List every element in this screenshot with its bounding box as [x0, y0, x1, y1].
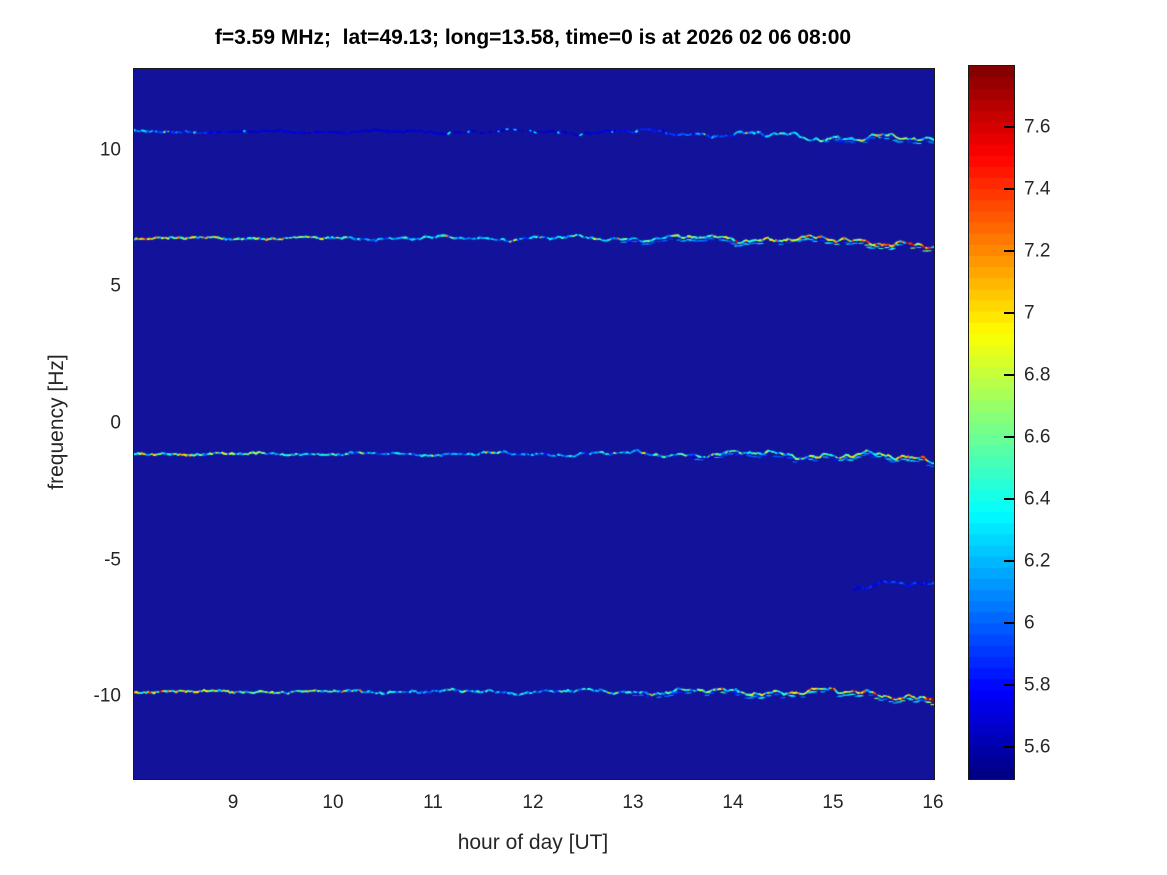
x-tick-label: 13 — [622, 792, 644, 813]
y-tick-label: -10 — [93, 685, 121, 707]
colorbar-tick-mark — [1004, 374, 1014, 376]
plot-area — [133, 68, 935, 780]
x-axis-label: hour of day [UT] — [457, 831, 609, 854]
colorbar-tick-mark — [1004, 684, 1014, 686]
colorbar-tick-mark — [1004, 312, 1014, 314]
x-tick-label: 9 — [227, 792, 239, 813]
colorbar-tick-mark — [1004, 560, 1014, 562]
colorbar-tick-mark — [1004, 188, 1014, 190]
x-tick-label: 15 — [822, 792, 844, 813]
colorbar-tick-label: 5.6 — [1024, 736, 1051, 758]
x-tick-label: 10 — [322, 792, 344, 813]
colorbar-tick-label: 7.2 — [1024, 240, 1051, 262]
colorbar-tick-label: 7 — [1024, 302, 1035, 324]
colorbar-tick-label: 6.2 — [1024, 550, 1051, 572]
colorbar-tick-mark — [1004, 126, 1014, 128]
colorbar-tick-label: 7.4 — [1024, 178, 1051, 200]
colorbar-tick-mark — [1004, 498, 1014, 500]
y-tick-label: 10 — [99, 139, 121, 161]
colorbar-tick-mark — [1004, 746, 1014, 748]
colorbar-tick-mark — [1004, 436, 1014, 438]
x-tick-label: 12 — [522, 792, 544, 813]
colorbar-tick-mark — [1004, 250, 1014, 252]
colorbar-tick-label: 7.6 — [1024, 116, 1051, 138]
y-tick-label: 0 — [110, 412, 121, 434]
colorbar — [968, 65, 1015, 780]
colorbar-tick-label: 6.4 — [1024, 488, 1051, 510]
spectrogram-canvas — [134, 69, 934, 779]
y-tick-label: -5 — [104, 549, 121, 571]
x-tick-label: 11 — [423, 792, 443, 813]
colorbar-tick-label: 5.8 — [1024, 674, 1051, 696]
x-tick-label: 14 — [722, 792, 744, 813]
colorbar-tick-label: 6.6 — [1024, 426, 1051, 448]
colorbar-tick-mark — [1004, 622, 1014, 624]
chart-title: f=3.59 MHz; lat=49.13; long=13.58, time=… — [214, 26, 852, 49]
colorbar-tick-label: 6.8 — [1024, 364, 1051, 386]
y-tick-label: 5 — [110, 275, 121, 297]
x-tick-label: 16 — [922, 792, 944, 813]
colorbar-tick-label: 6 — [1024, 612, 1035, 634]
